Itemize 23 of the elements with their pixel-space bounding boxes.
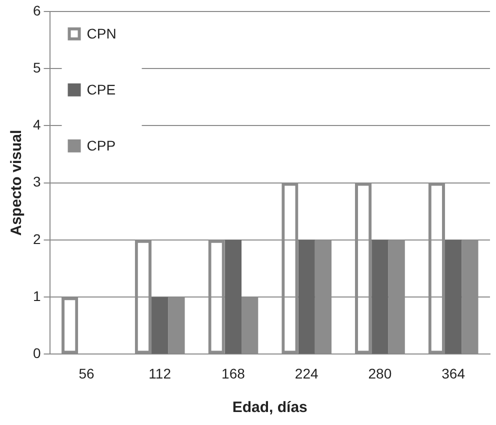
y-tick-label: 0 (32, 345, 41, 362)
legend-label: CPE (86, 81, 116, 98)
bar (152, 297, 168, 354)
y-tick-label: 3 (32, 174, 41, 190)
legend-label: CPP (86, 137, 116, 154)
y-tick-label: 1 (32, 288, 41, 304)
x-tick-label: 280 (368, 365, 392, 382)
bar (372, 240, 388, 354)
x-tick-label: 364 (442, 365, 466, 382)
x-tick-label: 56 (78, 365, 94, 382)
y-tick-label: 6 (32, 2, 41, 18)
legend-label: CPN (86, 25, 116, 42)
y-tick-label: 5 (32, 59, 41, 76)
bar (224, 240, 242, 354)
x-tick-label: 168 (222, 365, 246, 382)
bar (298, 240, 315, 354)
x-tick-label: 224 (294, 365, 318, 382)
bar (445, 240, 462, 354)
y-tick-label: 2 (32, 230, 41, 247)
y-tick-label: 4 (32, 116, 41, 133)
y-axis-title: Aspecto visual (8, 130, 26, 236)
x-tick-label: 112 (148, 365, 172, 382)
x-axis-title: Edad, días (232, 399, 308, 416)
